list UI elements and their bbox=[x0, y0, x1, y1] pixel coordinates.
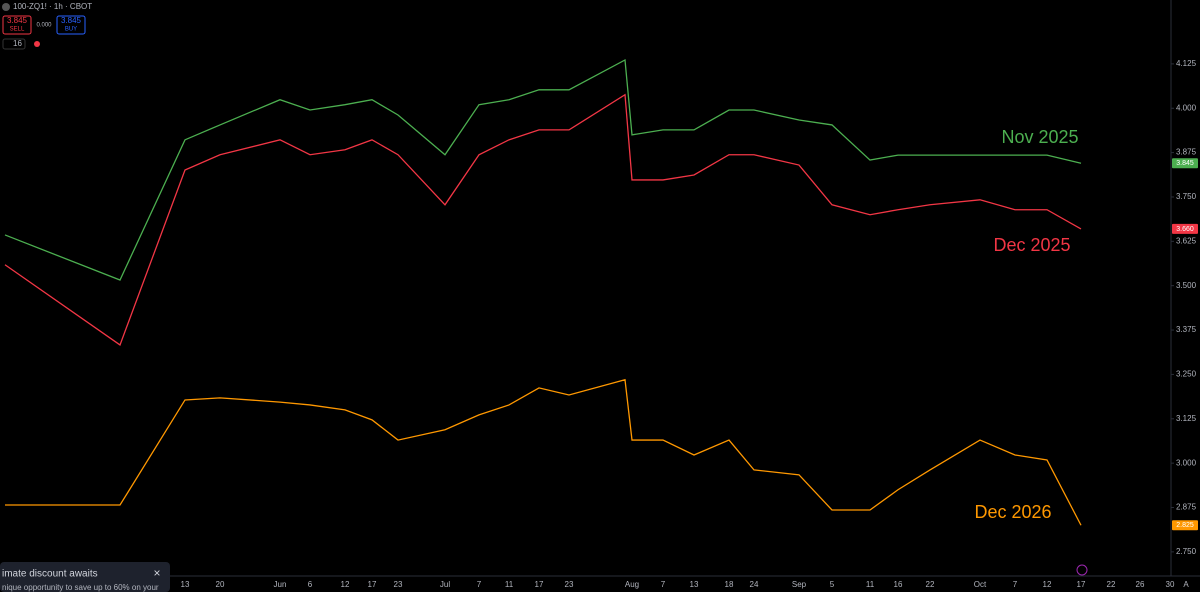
count: 16 bbox=[13, 39, 22, 48]
x-tick-label: 30 bbox=[1166, 580, 1175, 589]
series-label: Dec 2026 bbox=[974, 502, 1051, 522]
symbol-icon bbox=[2, 3, 10, 11]
x-tick-label: 23 bbox=[394, 580, 403, 589]
x-tick-label: 22 bbox=[926, 580, 935, 589]
y-tick-label: 3.125 bbox=[1176, 414, 1197, 423]
x-tick-label: 23 bbox=[565, 580, 574, 589]
x-tick-label: 17 bbox=[1077, 580, 1086, 589]
price-badge bbox=[1172, 158, 1198, 169]
plot bbox=[4, 58, 1082, 526]
series-line bbox=[5, 378, 1082, 526]
x-tick-label: 11 bbox=[505, 580, 514, 589]
x-tick-label: 18 bbox=[725, 580, 734, 589]
sell-price: 3.845 bbox=[7, 16, 28, 25]
y-tick-label: 3.875 bbox=[1176, 148, 1197, 157]
auto-scale[interactable]: A bbox=[1183, 580, 1189, 589]
x-tick-label: 17 bbox=[368, 580, 377, 589]
sell-button[interactable] bbox=[2, 15, 32, 35]
price-badge bbox=[1172, 520, 1198, 531]
series-line bbox=[4, 93, 1082, 346]
close-button[interactable]: × bbox=[153, 566, 160, 580]
x-tick-label: 5 bbox=[830, 580, 835, 589]
x-tick-label: Aug bbox=[625, 580, 639, 589]
x-tick-label: 22 bbox=[1107, 580, 1116, 589]
x-tick-label: 11 bbox=[866, 580, 875, 589]
x-tick-label: Jul bbox=[440, 580, 450, 589]
series-line bbox=[4, 58, 1082, 281]
series-label: Nov 2025 bbox=[1001, 127, 1078, 147]
symbol[interactable]: 100-ZQ1! · 1h · CBOT bbox=[13, 2, 92, 11]
x-tick-label: Oct bbox=[974, 580, 987, 589]
replay-icon[interactable] bbox=[1076, 564, 1088, 576]
buy-price: 3.845 bbox=[61, 16, 82, 25]
series-label: Dec 2025 bbox=[993, 235, 1070, 255]
count-box[interactable] bbox=[2, 38, 26, 50]
x-tick-label: 17 bbox=[535, 580, 544, 589]
alert-icon bbox=[34, 41, 40, 47]
x-tick-label: 7 bbox=[1013, 580, 1018, 589]
buy-button[interactable] bbox=[56, 15, 86, 35]
y-tick-label: 2.750 bbox=[1176, 547, 1197, 556]
y-tick-label: 3.625 bbox=[1176, 236, 1197, 245]
x-tick-label: 13 bbox=[690, 580, 699, 589]
y-tick-label: 3.375 bbox=[1176, 325, 1197, 334]
x-tick-label: 12 bbox=[341, 580, 350, 589]
x-tick-label: 26 bbox=[1136, 580, 1145, 589]
y-tick-label: 4.125 bbox=[1176, 59, 1197, 68]
x-tick-label: 7 bbox=[661, 580, 666, 589]
price-badge-label: 3.660 bbox=[1176, 226, 1194, 233]
x-tick-label: Sep bbox=[792, 580, 807, 589]
x-tick-label: 20 bbox=[216, 580, 225, 589]
y-tick-label: 2.875 bbox=[1176, 503, 1197, 512]
y-tick-label: 3.250 bbox=[1176, 370, 1197, 379]
x-tick-label: 24 bbox=[750, 580, 759, 589]
promo-title: imate discount awaits bbox=[2, 569, 98, 580]
price-badge-label: 3.845 bbox=[1176, 160, 1194, 167]
x-tick-label: Jun bbox=[274, 580, 287, 589]
x-tick-label: 7 bbox=[477, 580, 482, 589]
x-tick-label: 16 bbox=[894, 580, 903, 589]
y-tick-label: 3.500 bbox=[1176, 281, 1197, 290]
buy-label: BUY bbox=[65, 27, 77, 33]
y-tick-label: 3.000 bbox=[1176, 458, 1197, 467]
price-badge-label: 2.825 bbox=[1176, 522, 1194, 529]
x-tick-label: 13 bbox=[181, 580, 190, 589]
x-tick-label: 12 bbox=[1043, 580, 1052, 589]
y-tick-label: 4.000 bbox=[1176, 103, 1197, 112]
y-tick-label: 3.750 bbox=[1176, 192, 1197, 201]
promo-text: nique opportunity to save up to 60% on y… bbox=[2, 583, 159, 592]
x-tick-label: 6 bbox=[308, 580, 313, 589]
spread: 0.000 bbox=[36, 23, 52, 29]
price-badge bbox=[1172, 223, 1198, 234]
sell-label: SELL bbox=[10, 27, 25, 33]
promo-popup bbox=[0, 562, 170, 592]
